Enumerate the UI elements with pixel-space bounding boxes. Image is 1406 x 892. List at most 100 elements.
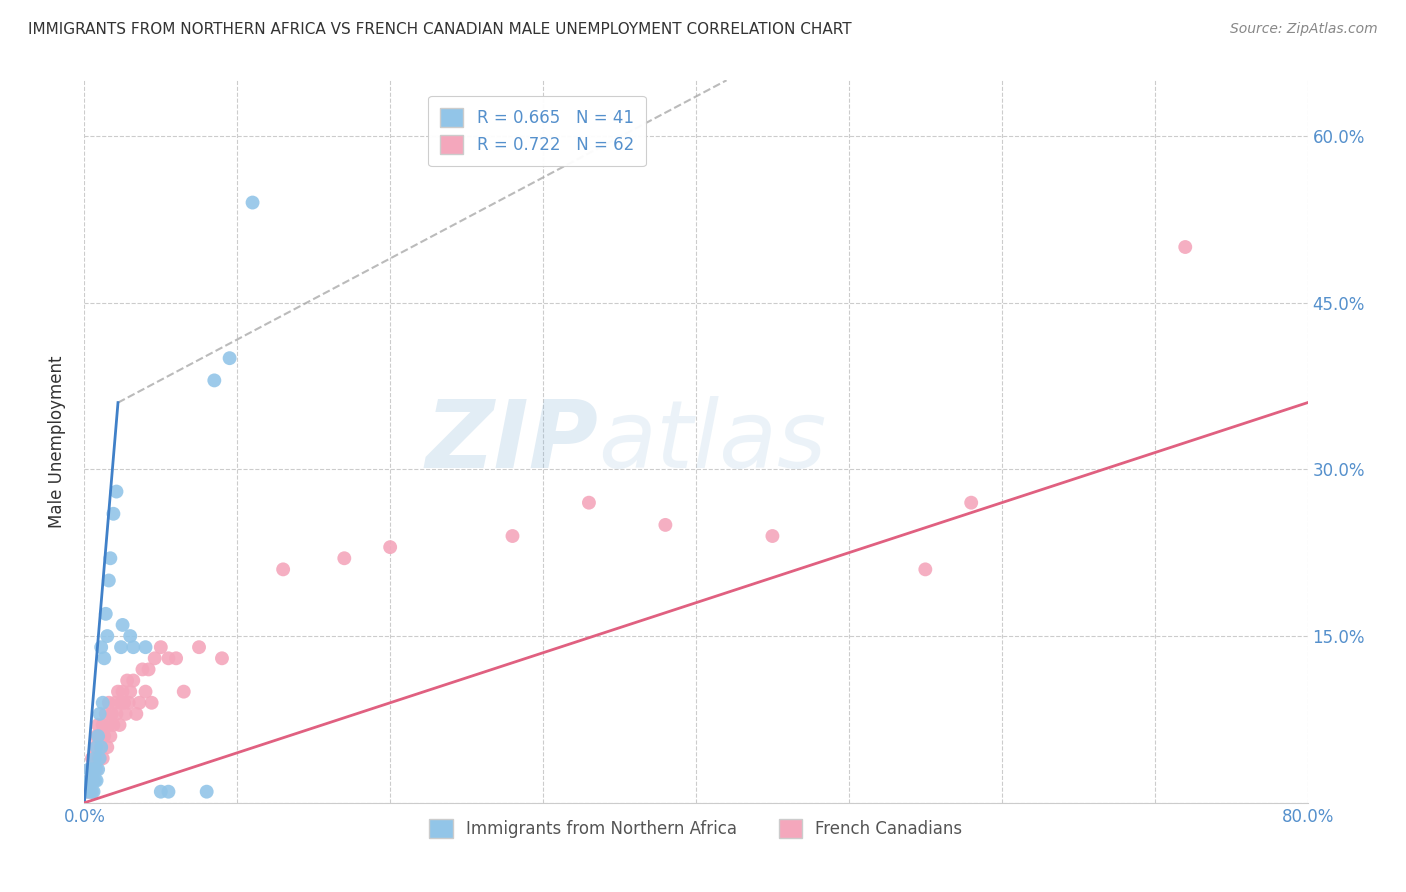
Point — [80, 763, 103, 777]
Point — [76, 785, 98, 799]
Text: IMMIGRANTS FROM NORTHERN AFRICA VS FRENCH CANADIAN MALE UNEMPLOYMENT CORRELATION: IMMIGRANTS FROM NORTHERN AFRICA VS FRENC… — [28, 22, 852, 37]
Point — [90, 740, 112, 755]
Point — [120, 684, 142, 698]
Point — [84, 763, 107, 777]
Point — [94, 607, 117, 621]
Point — [97, 696, 120, 710]
Point — [104, 696, 127, 710]
Point — [131, 662, 153, 676]
Point — [84, 751, 107, 765]
Point — [77, 763, 100, 777]
Point — [173, 684, 195, 698]
Point — [135, 640, 157, 655]
Point — [149, 785, 172, 799]
Point — [86, 773, 108, 788]
Point — [83, 763, 105, 777]
Point — [86, 740, 108, 755]
Point — [111, 618, 134, 632]
Point — [143, 651, 166, 665]
Point — [118, 696, 141, 710]
Point — [89, 729, 111, 743]
Point — [79, 785, 101, 799]
Point — [761, 529, 783, 543]
Point — [654, 517, 676, 532]
Point — [83, 763, 105, 777]
Y-axis label: Male Unemployment: Male Unemployment — [48, 355, 66, 528]
Point — [122, 673, 145, 688]
Point — [77, 773, 100, 788]
Point — [1174, 240, 1197, 254]
Point — [114, 706, 136, 721]
Point — [87, 751, 110, 765]
Point — [195, 785, 218, 799]
Point — [91, 696, 114, 710]
Point — [83, 785, 105, 799]
Point — [122, 640, 145, 655]
Point — [90, 740, 112, 755]
Point — [115, 673, 138, 688]
Point — [89, 706, 111, 721]
Point — [79, 763, 101, 777]
Point — [89, 751, 111, 765]
Point — [138, 662, 160, 676]
Text: atlas: atlas — [598, 396, 827, 487]
Point — [96, 740, 118, 755]
Point — [149, 640, 172, 655]
Point — [333, 551, 356, 566]
Point — [93, 651, 115, 665]
Point — [86, 729, 108, 743]
Point — [128, 696, 150, 710]
Point — [84, 773, 107, 788]
Point — [211, 651, 233, 665]
Point — [271, 562, 294, 576]
Point — [97, 718, 120, 732]
Point — [135, 684, 157, 698]
Point — [101, 706, 124, 721]
Point — [111, 684, 134, 698]
Point — [86, 763, 108, 777]
Point — [87, 763, 110, 777]
Point — [107, 684, 129, 698]
Point — [103, 718, 125, 732]
Point — [165, 651, 187, 665]
Point — [79, 773, 101, 788]
Legend: Immigrants from Northern Africa, French Canadians: Immigrants from Northern Africa, French … — [423, 813, 969, 845]
Point — [83, 773, 105, 788]
Text: ZIP: ZIP — [425, 395, 598, 488]
Point — [157, 651, 180, 665]
Point — [80, 773, 103, 788]
Point — [502, 529, 524, 543]
Point — [103, 507, 125, 521]
Point — [93, 729, 115, 743]
Point — [87, 718, 110, 732]
Point — [578, 496, 600, 510]
Point — [108, 718, 131, 732]
Point — [157, 785, 180, 799]
Point — [218, 351, 240, 366]
Point — [77, 773, 100, 788]
Point — [91, 718, 114, 732]
Point — [90, 640, 112, 655]
Point — [914, 562, 936, 576]
Point — [87, 729, 110, 743]
Point — [84, 740, 107, 755]
Point — [112, 696, 135, 710]
Point — [960, 496, 983, 510]
Point — [89, 751, 111, 765]
Point — [83, 773, 105, 788]
Point — [105, 484, 128, 499]
Point — [80, 773, 103, 788]
Point — [79, 785, 101, 799]
Point — [91, 751, 114, 765]
Point — [125, 706, 148, 721]
Point — [97, 574, 120, 588]
Point — [110, 640, 132, 655]
Point — [96, 629, 118, 643]
Point — [242, 195, 264, 210]
Point — [105, 706, 128, 721]
Point — [141, 696, 163, 710]
Point — [380, 540, 402, 554]
Point — [110, 696, 132, 710]
Point — [98, 729, 121, 743]
Point — [188, 640, 211, 655]
